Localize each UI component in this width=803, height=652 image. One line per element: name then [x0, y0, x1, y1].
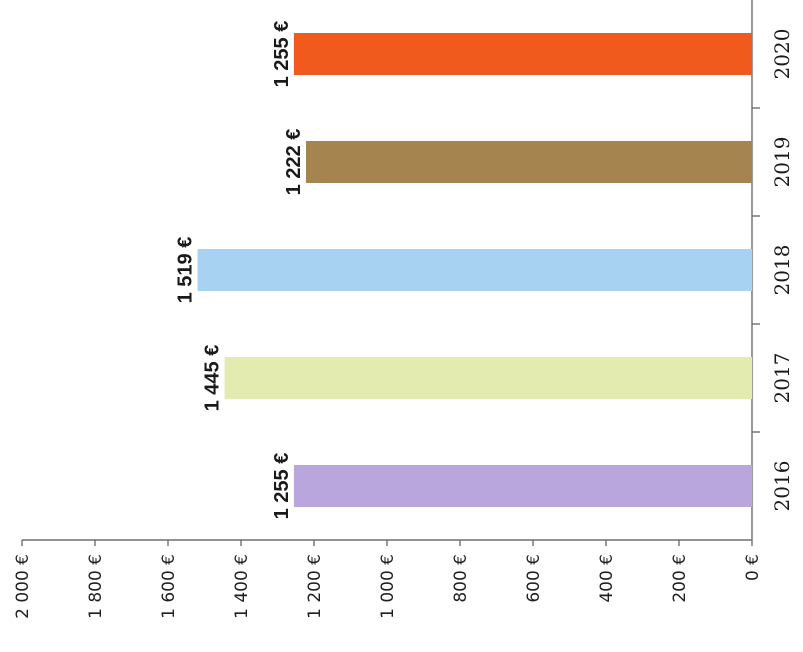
value-tick-label: 1 200 €	[305, 554, 325, 619]
category-label-2017: 2017	[770, 353, 794, 404]
value-tick-label: 800 €	[451, 554, 471, 603]
value-tick-label: 1 400 €	[232, 554, 252, 619]
bar-2020	[293, 33, 752, 75]
category-label-2019: 2019	[770, 137, 794, 188]
category-axis-ticks	[752, 107, 760, 433]
value-axis-ticks: 0 € 200 € 400 € 600 € 800 € 1 000 € 1 200 € 1 4…	[13, 540, 763, 619]
data-label-2017: 1 445 €	[202, 345, 224, 412]
category-label-2018: 2018	[770, 245, 794, 296]
bar-2016	[293, 465, 752, 507]
data-label-2019: 1 222 €	[283, 129, 305, 196]
value-tick-label: 2 000 €	[13, 554, 33, 619]
value-tick-label: 1 800 €	[86, 554, 106, 619]
value-tick-label: 1 600 €	[159, 554, 179, 619]
value-tick-label: 1 000 €	[378, 554, 398, 619]
value-tick-label: 0 €	[743, 554, 763, 581]
bars	[197, 33, 752, 507]
value-tick-label: 400 €	[597, 554, 617, 603]
data-labels: 1 255 € 1 445 € 1 519 € 1 222 € 1 255 €	[175, 21, 305, 520]
value-tick-label: 200 €	[670, 554, 690, 603]
bar-2019	[305, 141, 752, 183]
category-label-2020: 2020	[770, 29, 794, 80]
data-label-2020: 1 255 €	[271, 21, 293, 88]
category-label-2016: 2016	[770, 461, 794, 512]
category-labels: 2016 2017 2018 2019 2020	[770, 29, 794, 512]
bar-2018	[197, 249, 752, 291]
value-tick-label: 600 €	[524, 554, 544, 603]
data-label-2018: 1 519 €	[175, 237, 197, 304]
data-label-2016: 1 255 €	[271, 453, 293, 520]
bar-2017	[224, 357, 752, 399]
